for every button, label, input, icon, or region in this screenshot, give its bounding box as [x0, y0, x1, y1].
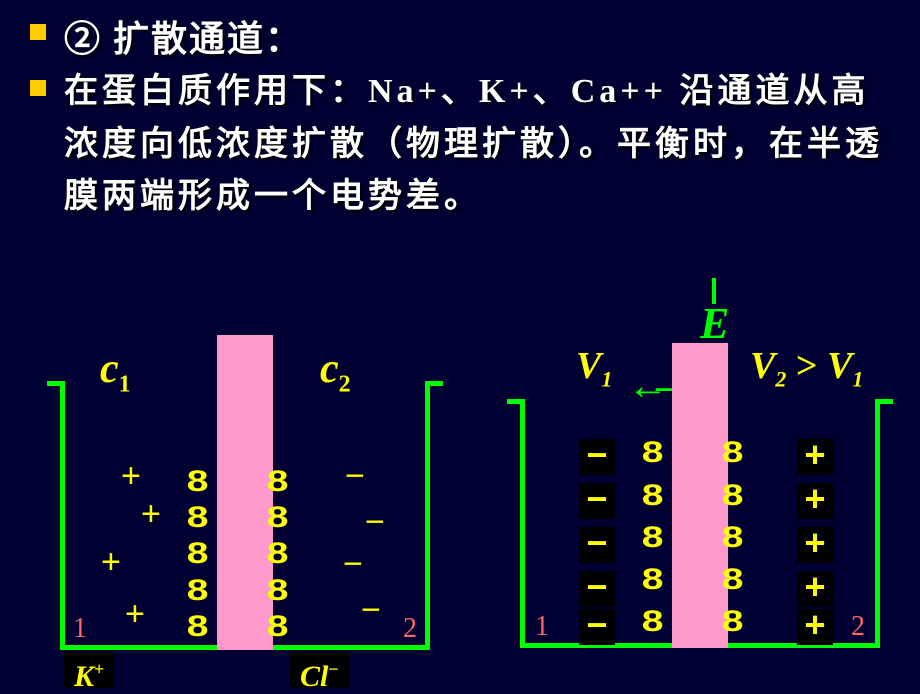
channel-loop: 8 [267, 504, 303, 531]
channel-loop: 8 [642, 439, 678, 466]
label-v2-gt-v1: V2 > V1 [750, 344, 863, 393]
region-2-label: 2 [403, 613, 417, 645]
e-bar [712, 278, 716, 304]
channel-loop: 8 [267, 577, 303, 604]
body-line: 在蛋白质作用下：Na+、K+、Ca++ 沿通道从高浓度向低浓度扩散（物理扩散）。… [30, 66, 890, 224]
minus-box: − [579, 609, 615, 645]
slide: ② 扩散通道： 在蛋白质作用下：Na+、K+、Ca++ 沿通道从高浓度向低浓度扩… [0, 0, 920, 224]
plus-box: + [797, 483, 833, 519]
region-1-label: 1 [535, 611, 549, 643]
plus-box: + [797, 527, 833, 563]
minus-box: − [579, 439, 615, 475]
region-2-label: 2 [851, 611, 865, 643]
channel-left: 8 8 8 8 8 [646, 432, 674, 643]
channel-loop: 8 [267, 613, 303, 640]
plus-sign: + [121, 457, 141, 496]
region-1-label: 1 [73, 613, 87, 645]
channel-loop: 8 [642, 608, 678, 635]
minus-sign: − [365, 503, 385, 542]
channel-loop: 8 [187, 540, 223, 567]
channel-loop: 8 [187, 504, 223, 531]
channel-loop: 8 [722, 566, 758, 593]
ion-k-label: K+ [64, 652, 114, 688]
channel-loop: 8 [187, 577, 223, 604]
channel-loop: 8 [722, 439, 758, 466]
container-lip [47, 381, 65, 386]
minus-box: − [579, 483, 615, 519]
left-container: 8 8 8 8 8 8 8 8 8 8 + + + + − − − − 1 2 [60, 385, 430, 650]
channel-left: 8 8 8 8 8 [191, 463, 219, 645]
membrane [672, 343, 728, 648]
title-text: ② 扩散通道： [64, 10, 303, 62]
bullet-icon [30, 80, 46, 96]
diagrams-area: c1 c2 8 8 8 8 8 8 8 8 8 8 + + + + − − − … [0, 320, 920, 690]
channel-loop: 8 [722, 482, 758, 509]
minus-sign: − [345, 457, 365, 496]
body-text: 在蛋白质作用下：Na+、K+、Ca++ 沿通道从高浓度向低浓度扩散（物理扩散）。… [64, 66, 890, 224]
ion-cl-label: Cl− [290, 652, 349, 688]
plus-sign: + [125, 595, 145, 634]
plus-sign: + [101, 543, 121, 582]
channel-loop: 8 [722, 608, 758, 635]
minus-box: − [579, 571, 615, 607]
channel-loop: 8 [642, 566, 678, 593]
minus-sign: − [343, 545, 363, 584]
channel-loop: 8 [267, 540, 303, 567]
label-e: E [700, 298, 729, 349]
channel-loop: 8 [642, 482, 678, 509]
channel-right: 8 8 8 8 8 [726, 432, 754, 643]
plus-box: + [797, 439, 833, 475]
title-line: ② 扩散通道： [30, 10, 890, 62]
channel-loop: 8 [642, 524, 678, 551]
channel-loop: 8 [722, 524, 758, 551]
plus-box: + [797, 571, 833, 607]
channel-loop: 8 [187, 468, 223, 495]
channel-loop: 8 [187, 613, 223, 640]
minus-box: − [579, 527, 615, 563]
label-v1: V1 [576, 344, 612, 393]
container-lip [507, 399, 525, 404]
membrane [217, 335, 273, 650]
channel-right: 8 8 8 8 8 [271, 463, 299, 645]
container-lip [875, 399, 893, 404]
minus-sign: − [361, 591, 381, 630]
right-container: 8 8 8 8 8 8 8 8 8 8 − − − − − + + + + + … [520, 403, 880, 648]
container-lip [425, 381, 443, 386]
bullet-icon [30, 24, 46, 40]
channel-loop: 8 [267, 468, 303, 495]
plus-sign: + [141, 495, 161, 534]
plus-box: + [797, 609, 833, 645]
